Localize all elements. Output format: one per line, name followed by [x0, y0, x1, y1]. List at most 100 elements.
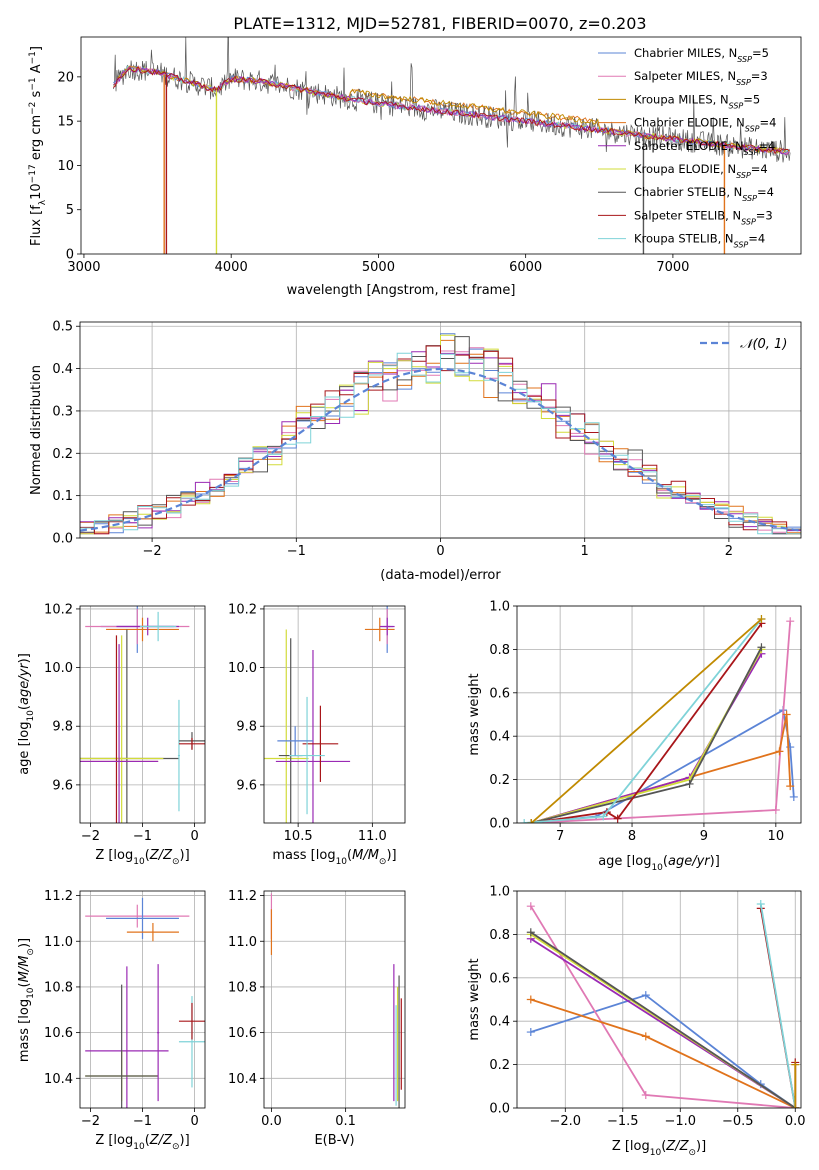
- weight-marker: [527, 819, 536, 823]
- weight-vs-age-ylabel: mass weight: [467, 673, 482, 755]
- spectrum-line-2: [113, 65, 790, 155]
- weight-vs-age-plot-area: [520, 615, 798, 823]
- y-tick-label: 11.2: [228, 889, 257, 904]
- weight-marker: [526, 995, 535, 1004]
- y-tick-label: 0.0: [52, 532, 73, 547]
- mass-vs-ebv-xlabel: E(B-V): [314, 1133, 354, 1148]
- weight-marker: [526, 928, 535, 937]
- x-tick-label: 11.0: [358, 829, 387, 844]
- y-tick-label: 0.0: [489, 1102, 510, 1117]
- axes-frame: [516, 890, 802, 1109]
- x-tick-label: 7: [556, 829, 564, 844]
- y-tick-label: 0.4: [489, 1015, 510, 1030]
- y-tick-label: 0.2: [52, 447, 73, 462]
- y-tick-label: 10.2: [44, 602, 73, 617]
- weight-line-8: [759, 903, 797, 1108]
- x-tick-label: 0: [190, 1114, 198, 1129]
- spectrum-axes: 3000 4000 5000 6000 7000 0 5 10 15 20: [57, 36, 802, 275]
- weight-vs-Z-plot-area: [526, 900, 800, 1108]
- legend-label: Chabrier ELODIE, NSSP=4: [634, 116, 776, 134]
- x-tick-label: 10.5: [284, 829, 313, 844]
- x-tick-label: 8: [628, 829, 636, 844]
- y-tick-label: 9.8: [236, 720, 257, 735]
- y-tick-label: 0.8: [489, 643, 510, 658]
- legend-label: Kroupa STELIB, NSSP=4: [634, 232, 765, 250]
- x-tick-label: −2.0: [550, 1114, 582, 1129]
- y-tick-label: 0.2: [489, 1058, 510, 1073]
- y-tick-label: 11.0: [44, 935, 73, 950]
- y-tick-label: 5: [66, 203, 74, 218]
- x-tick-label: 5000: [362, 260, 395, 275]
- weight-line-3: [531, 714, 792, 823]
- hist-xlabel: (data-model)/error: [380, 568, 501, 583]
- y-tick-label: 10.6: [44, 1026, 73, 1041]
- y-tick-label: 1.0: [489, 885, 510, 900]
- weight-marker: [756, 900, 765, 909]
- age-vs-mass-xlabel: mass [log10(M/M⊙)]: [272, 848, 396, 867]
- mass-vs-ebv-axes: 0.0 0.1 10.4 10.6 10.8 11.0 11.2: [228, 889, 406, 1129]
- spectrum-ylabel: Flux [fλ10−17 erg cm−2 s−1 A−1]: [28, 46, 48, 246]
- weight-marker: [613, 814, 622, 823]
- legend-label: Chabrier MILES, NSSP=5: [634, 46, 769, 64]
- spectrum-line-7: [113, 65, 790, 155]
- mass-vs-Z-axes: −2 −1 0 10.4 10.6 10.8 11.0 11.2: [44, 889, 206, 1129]
- mass-vs-Z-xlabel: Z [log10(Z/Z⊙)]: [95, 1133, 189, 1152]
- residuals-axes: −2 −1 0 1 2 0.0 0.1 0.2 0.3 0.4 0.5: [52, 320, 802, 559]
- age-vs-mass-axes: 10.5 11.0 9.6 9.8 10.0 10.2: [228, 602, 406, 844]
- x-tick-label: −1.5: [607, 1114, 639, 1129]
- weight-marker: [641, 1090, 650, 1099]
- x-tick-label: 2: [725, 544, 733, 559]
- x-tick-label: 0: [436, 544, 444, 559]
- weight-marker: [526, 1028, 535, 1037]
- mass-vs-Z-plot-area: [85, 897, 205, 1108]
- weight-vs-age-xlabel: age [log10(age/yr)]: [598, 854, 720, 873]
- weight-marker: [641, 991, 650, 1000]
- y-tick-label: 0: [66, 248, 74, 263]
- x-tick-label: −2: [143, 544, 162, 559]
- x-tick-label: 4000: [215, 260, 248, 275]
- legend-label: Salpeter ELODIE, NSSP=4: [634, 139, 775, 157]
- spectrum-legend: Chabrier MILES, NSSP=5 Salpeter MILES, NS…: [598, 46, 776, 249]
- x-tick-label: 9: [700, 829, 708, 844]
- y-tick-label: 10.8: [228, 980, 257, 995]
- x-tick-label: −1: [133, 829, 152, 844]
- weight-vs-Z-xlabel: Z [log10(Z/Z⊙)]: [612, 1139, 706, 1158]
- legend-label: Salpeter STELIB, NSSP=3: [634, 208, 773, 226]
- weight-line-6: [530, 931, 796, 1108]
- x-tick-label: 10: [768, 829, 785, 844]
- y-tick-label: 0.6: [489, 971, 510, 986]
- x-tick-label: 3000: [67, 260, 100, 275]
- hist-ylabel: Normed distribution: [29, 365, 44, 495]
- age-vs-Z-axes: −2 −1 0 9.6 9.8 10.0 10.2: [44, 602, 206, 844]
- y-tick-label: 10.4: [44, 1072, 73, 1087]
- y-tick-label: 1.0: [489, 600, 510, 615]
- x-tick-label: 7000: [656, 260, 689, 275]
- y-tick-label: 10: [57, 159, 74, 174]
- y-tick-label: 10.4: [228, 1072, 257, 1087]
- y-tick-label: 0.4: [489, 730, 510, 745]
- axes-frame: [80, 36, 802, 255]
- weight-marker: [520, 819, 529, 823]
- weight-marker: [775, 747, 784, 756]
- y-tick-label: 10.0: [44, 661, 73, 676]
- weight-vs-Z-ylabel: mass weight: [467, 958, 482, 1040]
- y-tick-label: 0.2: [489, 773, 510, 788]
- x-tick-label: 0: [190, 829, 198, 844]
- x-tick-label: −2: [81, 829, 100, 844]
- weight-line-1: [531, 621, 792, 823]
- y-tick-label: 10.2: [228, 602, 257, 617]
- x-tick-label: 6000: [509, 260, 542, 275]
- axes-frame: [516, 605, 802, 824]
- x-tick-label: −1: [133, 1114, 152, 1129]
- legend-label: Kroupa MILES, NSSP=5: [634, 92, 760, 110]
- y-tick-label: 10.6: [228, 1026, 257, 1041]
- spectrum-plot-area: [113, 37, 791, 254]
- y-tick-label: 0.3: [52, 404, 73, 419]
- weight-marker: [771, 805, 780, 814]
- weight-marker: [782, 710, 791, 719]
- weight-marker: [685, 779, 694, 788]
- residuals-plot-area: [80, 333, 801, 535]
- hist-step-7: [80, 345, 801, 535]
- x-tick-label: −0.5: [722, 1114, 754, 1129]
- age-vs-Z-plot-area: [80, 606, 205, 823]
